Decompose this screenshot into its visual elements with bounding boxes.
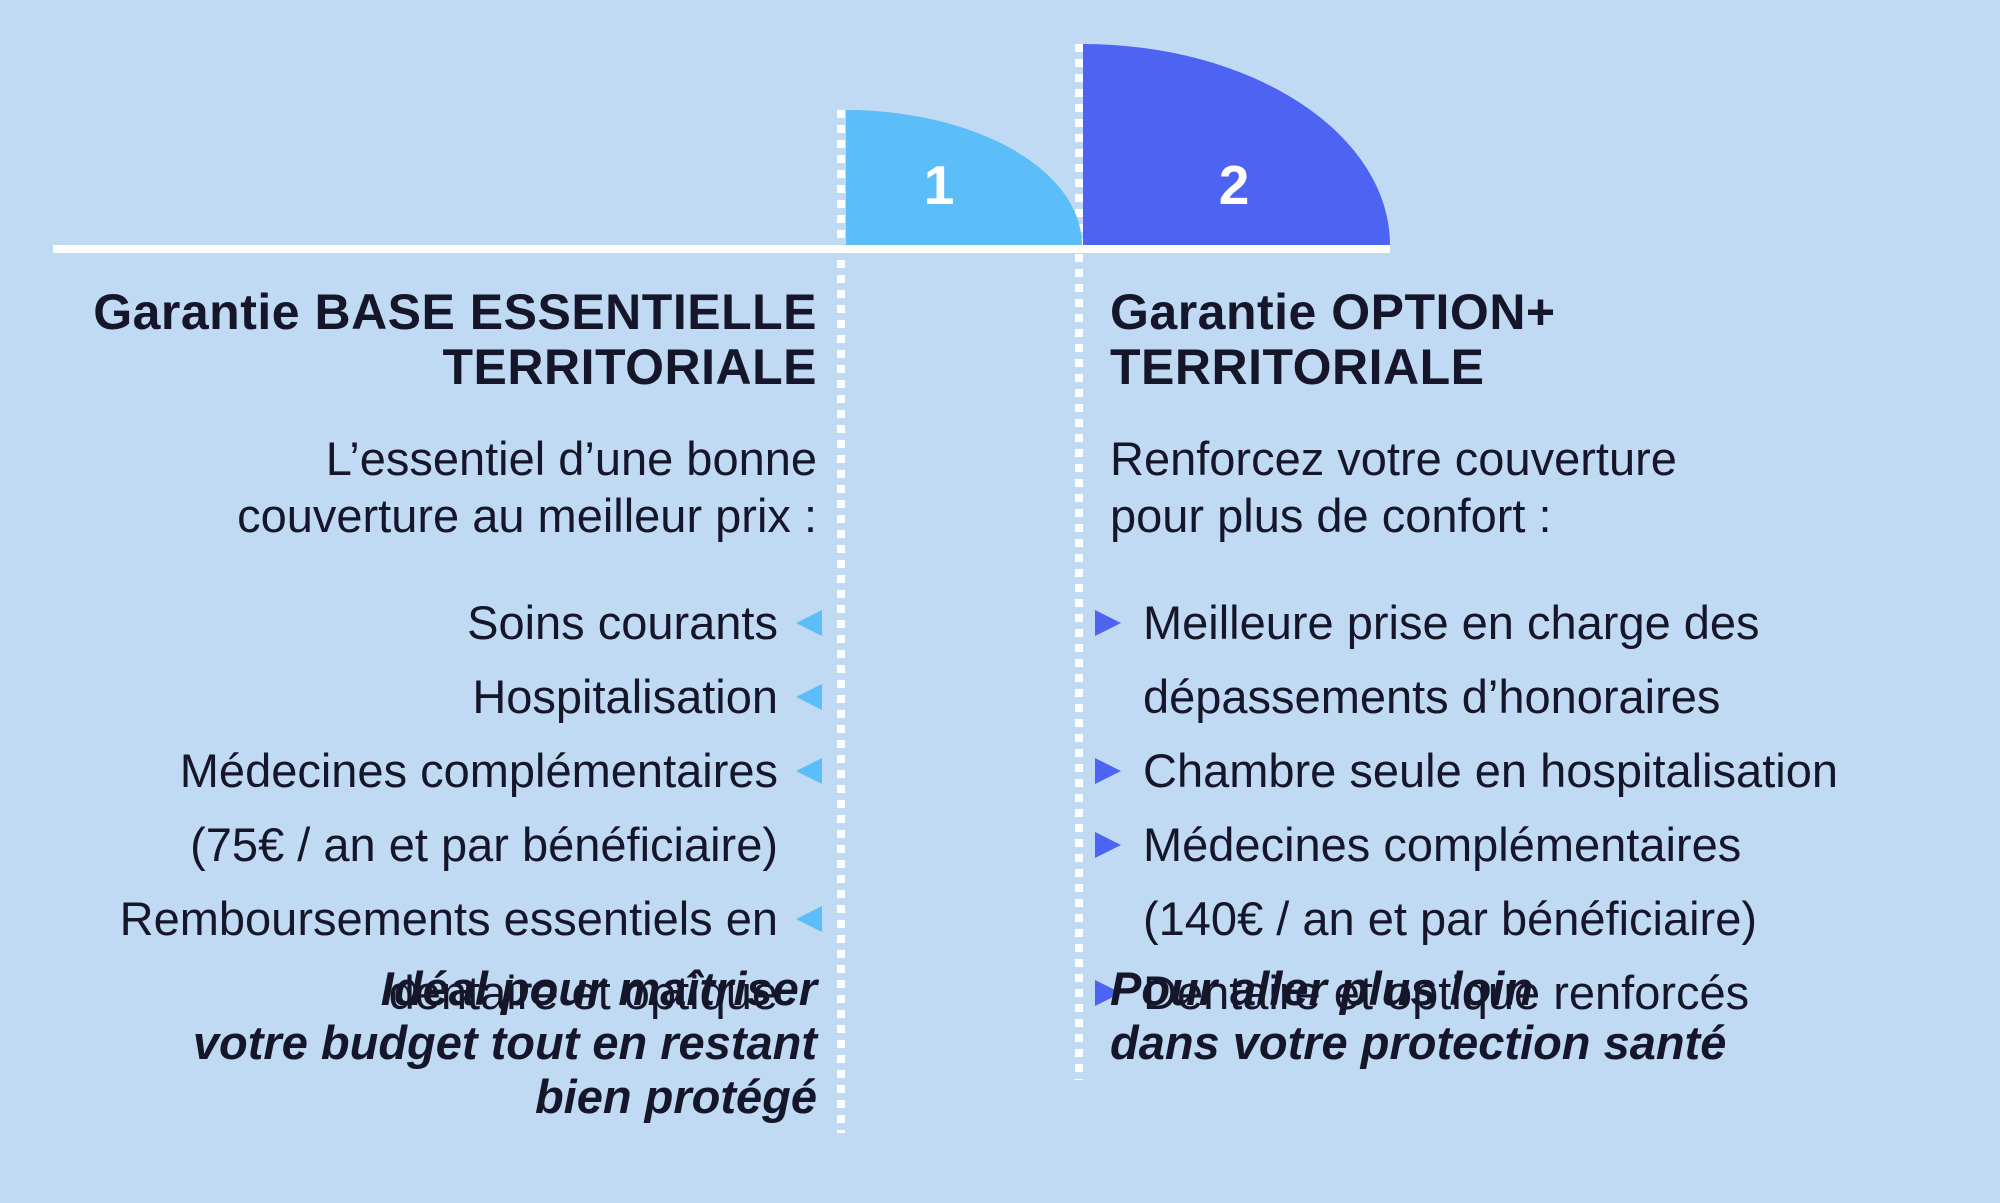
right-bullet-list: Meilleure prise en charge des dépassemen… (1095, 577, 1907, 1039)
right-column-title: Garantie OPTION+ TERRITORIALE (1110, 284, 1556, 395)
bullet-text: Chambre seule en hospitalisation (1143, 744, 1838, 797)
bullet-row: Hospitalisation (40, 669, 822, 725)
right-column-lead: Renforcez votre couverture pour plus de … (1110, 432, 1677, 542)
triangle-left-icon (796, 758, 822, 784)
triangle-left-icon (796, 906, 822, 932)
bullet-text: Médecines complémentaires (179, 744, 778, 797)
step-1-number: 1 (923, 154, 955, 216)
triangle-left-icon (796, 684, 822, 710)
bullet-text: Médecines complémentaires (1143, 818, 1742, 871)
bullet-text: Remboursements essentiels en (119, 892, 778, 945)
triangle-right-icon (1095, 832, 1121, 858)
right-column-tagline: Pour aller plus loin dans votre protecti… (1110, 962, 1727, 1069)
bullet-text: Hospitalisation (472, 670, 778, 723)
bullet-row: Soins courants (40, 595, 822, 651)
bullet-text: Dentaire et optique renforcés (1143, 966, 1750, 1019)
bullet-text: (75€ / an et par bénéficiaire) (190, 818, 778, 871)
bullet-row: Dentaire et optique renforcés (1095, 965, 1907, 1021)
triangle-right-icon (1095, 758, 1121, 784)
left-column-lead: L’essentiel d’une bonne couverture au me… (237, 432, 817, 542)
bullet-text: Soins courants (467, 596, 778, 649)
baseline-rule (53, 245, 1390, 253)
left-bullet-list: Soins courants Hospitalisation Médecines… (40, 577, 822, 1039)
left-column-tagline: Idéal pour maîtriser votre budget tout e… (192, 962, 817, 1123)
bullet-row: Médecines complémentaires (40, 743, 822, 799)
bullet-text: (140€ / an et par bénéficiaire) (1143, 892, 1757, 945)
divider-dotted-line-2 (1075, 44, 1083, 1080)
bullet-row: dentaire et optique (40, 965, 822, 1021)
bullet-row: Chambre seule en hospitalisation (1095, 743, 1907, 799)
bullet-text: dentaire et optique (388, 966, 778, 1019)
bullet-text: dépassements d’honoraires (1143, 670, 1721, 723)
triangle-right-icon (1095, 980, 1121, 1006)
bullet-row: (75€ / an et par bénéficiaire) (40, 817, 822, 873)
bullet-row: Meilleure prise en charge des (1095, 595, 1907, 651)
bullet-row: (140€ / an et par bénéficiaire) (1095, 891, 1907, 947)
left-column-title: Garantie BASE ESSENTIELLE TERRITORIALE (93, 284, 817, 395)
bullet-row: Médecines complémentaires (1095, 817, 1907, 873)
divider-dotted-line-1 (837, 110, 845, 1133)
step-2-number: 2 (1218, 154, 1250, 216)
bullet-text: Meilleure prise en charge des (1143, 596, 1760, 649)
triangle-left-icon (796, 610, 822, 636)
triangle-right-icon (1095, 610, 1121, 636)
bullet-row: Remboursements essentiels en (40, 891, 822, 947)
bullet-row: dépassements d’honoraires (1095, 669, 1907, 725)
